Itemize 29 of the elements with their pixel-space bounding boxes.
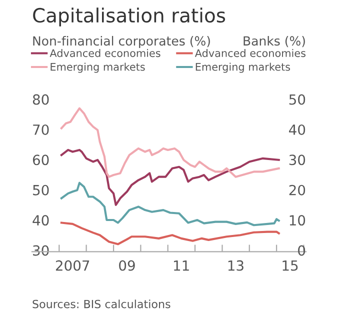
x-tick-label: 2007 [56,260,90,271]
legend-label: Advanced economies [50,49,160,58]
y2-tick-label: 40 [289,124,306,135]
x-tick-label: 11 [174,260,189,271]
y2-tick-label: 20 [289,184,306,196]
y-axis-title: Non-financial corporates (%) [33,36,210,48]
legend-label: Advanced economies [194,49,306,58]
y2-tick-label: 0 [298,245,306,256]
line-series [60,148,280,206]
y2-tick-label: 50 [289,94,306,105]
legend-label: Emerging markets [50,62,145,73]
chart-title: Capitalisation ratios [33,8,226,26]
line-series [60,182,280,226]
y-tick-label: 70 [33,124,49,135]
y2-tick-label: 30 [289,154,306,166]
line-series [60,222,280,246]
y-tick-label: 40 [32,215,49,226]
x-tick-label: 09 [119,260,135,271]
y-tick-label: 30 [33,245,49,256]
source-note: Sources: BIS calculations [32,300,170,308]
x-tick-label: 13 [228,260,244,271]
y2-axis-title: Banks (%) [244,36,305,48]
y2-tick-label: 10 [290,215,306,226]
line-series [60,107,280,178]
y-tick-label: 60 [32,154,49,166]
legend-label: Emerging markets [196,62,290,73]
y-tick-label: 50 [33,184,49,196]
x-tick-label: 15 [282,260,298,271]
y-tick-label: 80 [32,94,49,105]
